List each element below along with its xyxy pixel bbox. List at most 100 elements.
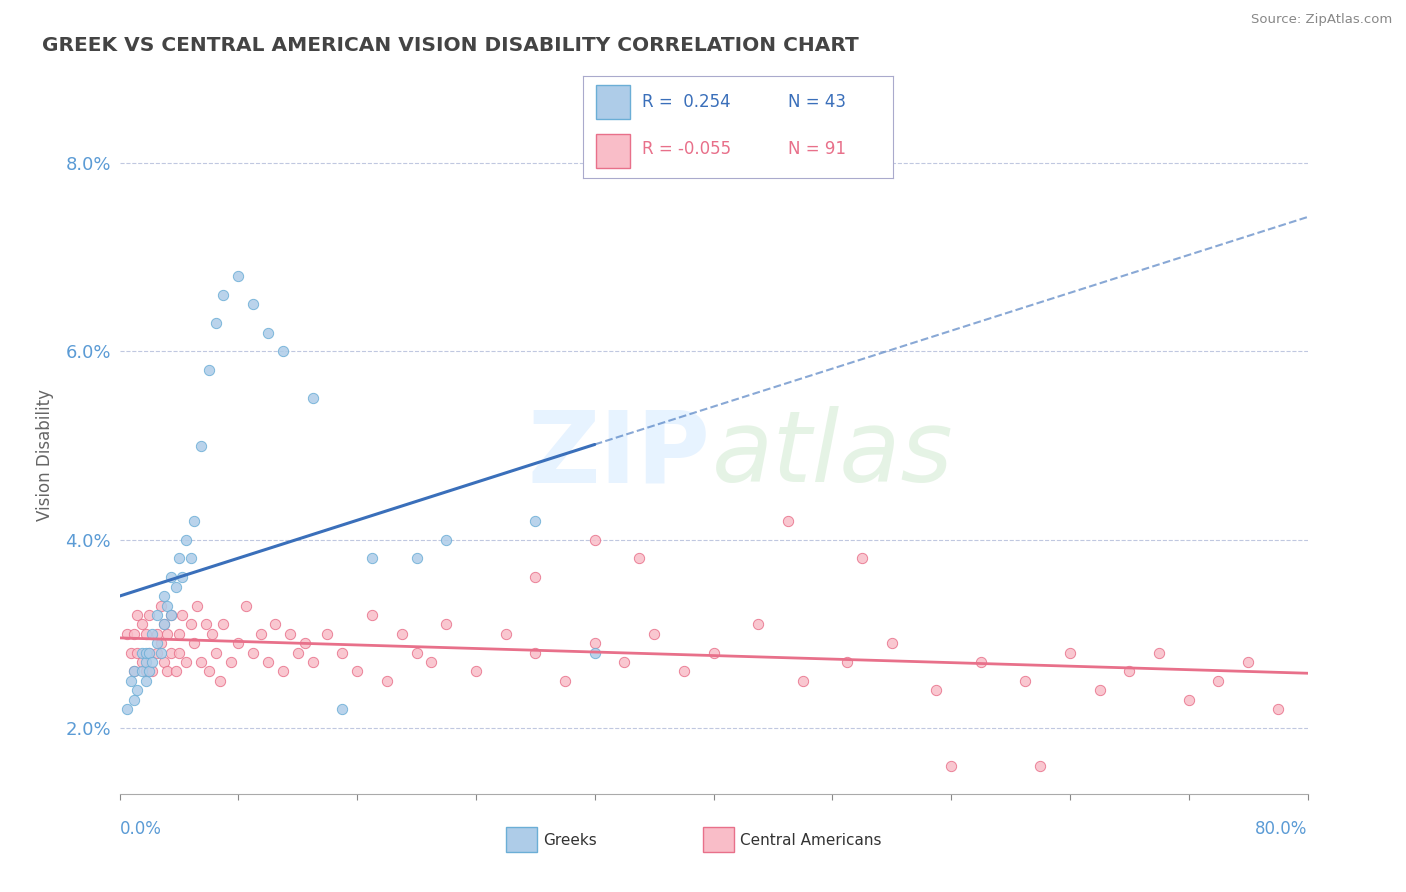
Point: [271, 344, 294, 359]
Point: [153, 655, 176, 669]
Point: [138, 646, 160, 660]
Point: [135, 673, 157, 688]
Point: [127, 646, 149, 660]
Point: [131, 655, 153, 669]
Point: [200, 627, 222, 641]
Point: [127, 683, 149, 698]
Point: [420, 655, 443, 669]
Point: [554, 673, 576, 688]
Point: [135, 627, 157, 641]
Point: [131, 646, 153, 660]
Point: [242, 297, 264, 311]
Text: R = -0.055: R = -0.055: [643, 140, 731, 158]
Point: [264, 617, 287, 632]
FancyBboxPatch shape: [596, 85, 630, 119]
Point: [212, 617, 235, 632]
Point: [880, 636, 903, 650]
Point: [141, 665, 163, 679]
Point: [205, 646, 228, 660]
Point: [141, 627, 163, 641]
Point: [495, 627, 517, 641]
Point: [141, 655, 163, 669]
Point: [405, 551, 427, 566]
Point: [361, 551, 384, 566]
Point: [124, 627, 146, 641]
Point: [115, 702, 138, 716]
Point: [180, 551, 202, 566]
Point: [1147, 646, 1170, 660]
Point: [925, 683, 948, 698]
Point: [145, 636, 167, 650]
Point: [183, 636, 205, 650]
Point: [212, 288, 235, 302]
Point: [153, 617, 176, 632]
Point: [170, 607, 193, 622]
Point: [145, 646, 167, 660]
Point: [1059, 646, 1081, 660]
Point: [464, 665, 486, 679]
Point: [301, 392, 323, 406]
Point: [643, 627, 665, 641]
Point: [160, 607, 183, 622]
Point: [176, 655, 198, 669]
Text: 0.0%: 0.0%: [120, 820, 162, 838]
Point: [524, 646, 547, 660]
Point: [176, 533, 198, 547]
Point: [434, 533, 457, 547]
Point: [235, 599, 257, 613]
Point: [583, 533, 606, 547]
Point: [205, 316, 228, 330]
Point: [145, 607, 167, 622]
Point: [1208, 673, 1230, 688]
Point: [160, 570, 183, 584]
Point: [316, 627, 339, 641]
Point: [1237, 655, 1260, 669]
Point: [287, 646, 309, 660]
Point: [156, 627, 179, 641]
Y-axis label: Vision Disability: Vision Disability: [37, 389, 55, 521]
Point: [167, 551, 190, 566]
Point: [294, 636, 316, 650]
Point: [197, 665, 219, 679]
Point: [167, 627, 190, 641]
Point: [124, 665, 146, 679]
Text: Source: ZipAtlas.com: Source: ZipAtlas.com: [1251, 13, 1392, 27]
Point: [127, 607, 149, 622]
Point: [672, 665, 695, 679]
Point: [167, 646, 190, 660]
Point: [330, 646, 353, 660]
Text: GREEK VS CENTRAL AMERICAN VISION DISABILITY CORRELATION CHART: GREEK VS CENTRAL AMERICAN VISION DISABIL…: [42, 36, 859, 54]
Point: [405, 646, 427, 660]
Point: [613, 655, 636, 669]
Point: [194, 617, 217, 632]
Point: [792, 673, 814, 688]
Point: [228, 268, 250, 283]
Point: [219, 655, 242, 669]
Point: [583, 646, 606, 660]
Point: [628, 551, 651, 566]
Point: [150, 646, 173, 660]
Point: [160, 646, 183, 660]
Point: [257, 655, 280, 669]
Point: [131, 665, 153, 679]
Point: [242, 646, 264, 660]
Point: [120, 673, 142, 688]
Point: [156, 665, 179, 679]
Point: [301, 655, 323, 669]
Point: [1088, 683, 1111, 698]
Point: [434, 617, 457, 632]
Point: [138, 646, 160, 660]
Point: [209, 673, 232, 688]
Point: [170, 570, 193, 584]
Point: [271, 665, 294, 679]
Point: [524, 570, 547, 584]
Point: [1029, 758, 1052, 772]
Point: [131, 617, 153, 632]
Text: R =  0.254: R = 0.254: [643, 93, 731, 111]
Point: [186, 599, 208, 613]
Point: [257, 326, 280, 340]
Point: [190, 655, 212, 669]
Text: atlas: atlas: [711, 407, 953, 503]
Point: [153, 589, 176, 603]
Point: [278, 627, 301, 641]
